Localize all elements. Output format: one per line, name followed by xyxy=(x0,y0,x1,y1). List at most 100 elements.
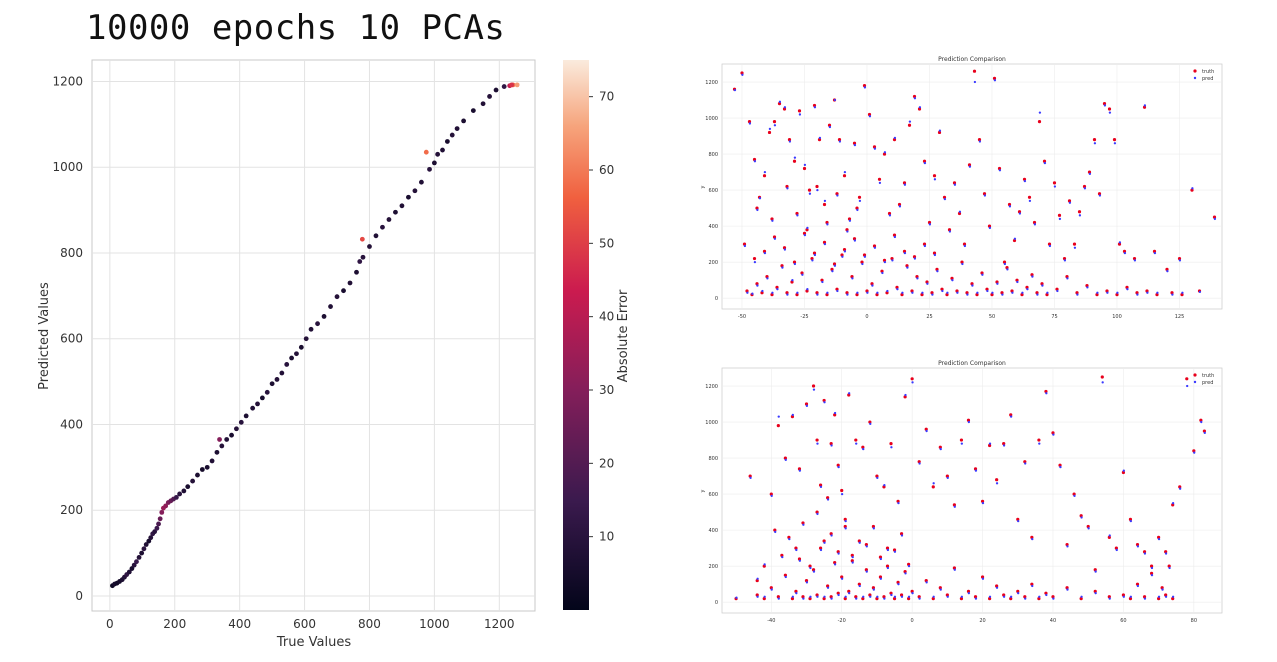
prediction-comparison-chart-bottom: -40 -20 0 20 40 60 80 0 200 400 600 800 1000 1200 Pr… xyxy=(700,360,1223,624)
top-pred-point xyxy=(926,282,929,285)
bottom-x-tick-label: 0 xyxy=(911,618,914,624)
top-pred-point xyxy=(783,248,787,251)
bottom-pred-point xyxy=(1052,597,1055,600)
bottom-pred-point xyxy=(869,422,872,425)
bottom-points xyxy=(734,375,1206,601)
top-x-tick-label: 50 xyxy=(989,314,995,320)
bottom-y-tick-label: 600 xyxy=(708,492,718,498)
bottom-pred-point xyxy=(823,595,826,598)
bottom-pred-point xyxy=(1002,444,1006,447)
bottom-pred-point xyxy=(953,505,956,508)
top-pred-point xyxy=(1213,217,1217,221)
bottom-pred-point xyxy=(967,420,971,424)
top-pred-point xyxy=(923,161,927,165)
top-pred-point xyxy=(881,271,884,275)
bottom-pred-point xyxy=(805,404,809,407)
main-data-point xyxy=(163,503,169,509)
bottom-pred-point xyxy=(995,482,999,485)
bottom-pred-point xyxy=(823,401,826,404)
main-data-point xyxy=(435,151,441,157)
top-pred-point xyxy=(1181,291,1184,294)
bottom-pred-point xyxy=(756,577,759,580)
top-pred-point xyxy=(936,270,939,273)
bottom-pred-point xyxy=(883,483,886,487)
bottom-pred-point xyxy=(837,465,840,469)
bottom-pred-point xyxy=(865,545,868,548)
main-x-label: True Values xyxy=(276,635,351,650)
bottom-pred-point xyxy=(1203,431,1206,435)
top-pred-point xyxy=(856,208,859,212)
bottom-pred-point xyxy=(763,563,766,566)
bottom-pred-point xyxy=(995,586,999,589)
bottom-pred-point xyxy=(1101,381,1104,384)
top-truth-point xyxy=(842,174,847,178)
bottom-pred-point xyxy=(1024,597,1027,600)
top-pred-point xyxy=(866,291,869,294)
top-pred-point xyxy=(883,151,887,154)
top-truth-point xyxy=(972,69,977,73)
bottom-truth-point xyxy=(995,478,999,482)
top-pred-point xyxy=(786,293,789,296)
top-pred-point xyxy=(1018,212,1022,215)
top-pred-point xyxy=(1178,259,1182,262)
main-data-point xyxy=(141,546,147,552)
bottom-pred-point xyxy=(988,442,992,445)
top-pred-point xyxy=(993,79,997,82)
bottom-truth-point xyxy=(931,485,935,489)
main-data-point xyxy=(143,542,149,547)
top-pred-point xyxy=(1166,270,1169,273)
top-truth-point xyxy=(877,177,882,181)
bottom-pred-point xyxy=(819,485,823,489)
top-pred-point xyxy=(813,253,817,257)
main-data-point xyxy=(449,132,455,138)
top-truth-point xyxy=(1037,120,1042,124)
top-pred-point xyxy=(978,140,982,143)
main-data-point xyxy=(461,118,467,124)
top-pred-point xyxy=(848,219,852,222)
top-pred-point xyxy=(873,147,877,150)
top-pred-point xyxy=(828,125,832,129)
bottom-pred-point xyxy=(855,442,858,445)
main-data-point xyxy=(419,179,424,185)
top-pred-point xyxy=(1048,244,1052,248)
top-pred-point xyxy=(756,208,759,212)
main-data-point xyxy=(380,224,385,230)
top-pred-point xyxy=(1023,179,1027,183)
bottom-pred-point xyxy=(848,592,851,595)
main-data-point xyxy=(308,326,314,332)
bottom-pred-point xyxy=(851,561,854,564)
top-pred-point xyxy=(796,214,799,217)
bottom-pred-point xyxy=(809,595,812,598)
top-truth-point xyxy=(772,120,777,124)
bottom-pred-point xyxy=(855,597,858,600)
top-y-tick-label: 1000 xyxy=(705,116,718,122)
top-pred-point xyxy=(753,160,757,163)
top-truth-point xyxy=(752,256,757,261)
main-data-point xyxy=(217,437,222,442)
main-data-point xyxy=(195,472,200,478)
top-pred-point xyxy=(928,223,932,226)
main-data-point xyxy=(328,304,333,309)
top-pred-point xyxy=(816,293,819,296)
top-pred-point xyxy=(876,291,879,294)
main-data-point xyxy=(274,377,280,382)
bottom-pred-point xyxy=(967,592,971,595)
top-truth-point xyxy=(807,188,812,192)
top-pred-point xyxy=(823,242,827,246)
bottom-pred-point xyxy=(1122,469,1125,472)
top-pred-point xyxy=(893,235,897,239)
top-pred-point xyxy=(958,210,962,213)
top-pred-point xyxy=(801,273,804,276)
main-data-point xyxy=(243,413,249,419)
main-data-point xyxy=(259,395,265,401)
bottom-pred-point xyxy=(1171,501,1175,505)
bottom-pred-point xyxy=(911,592,914,595)
top-pred-point xyxy=(1026,288,1029,291)
top-pred-point xyxy=(756,284,759,287)
bottom-pred-point xyxy=(960,442,963,445)
bottom-pred-point xyxy=(858,541,861,544)
bottom-pred-point xyxy=(858,584,861,588)
top-pred-point xyxy=(1013,237,1017,240)
bottom-truth-point xyxy=(854,438,858,442)
bottom-legend-pred: pred xyxy=(1202,380,1213,386)
